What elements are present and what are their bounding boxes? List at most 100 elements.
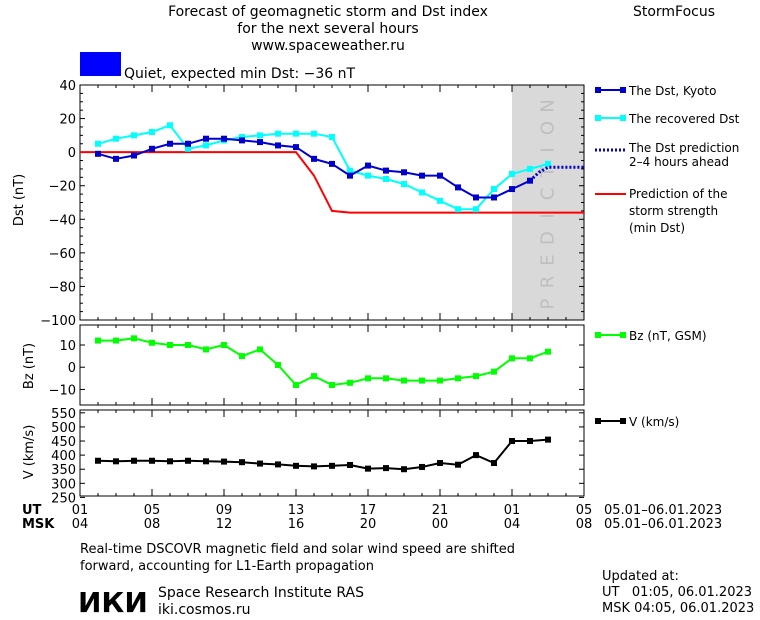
recovered-dst-point (383, 176, 389, 182)
recovered-dst-point (149, 129, 155, 135)
ut-tick-label: 13 (288, 503, 305, 518)
legend-bz: Bz (nT, GSM) (595, 329, 707, 343)
bz-point (401, 377, 407, 384)
ut-tick-label: 17 (360, 503, 377, 518)
chart-title-line-1: Forecast of geomagnetic storm and Dst in… (168, 4, 488, 20)
ut-date-range: 05.01–06.01.2023 (604, 503, 722, 518)
ut-tick-label: 09 (216, 503, 233, 518)
ut-tick-label: 01 (504, 503, 521, 518)
updated-label: Updated at: (602, 569, 679, 584)
dst-kyoto-point (221, 135, 227, 142)
v-point (509, 438, 515, 445)
v-point (275, 461, 281, 468)
v-axis-label: V (km/s) (22, 425, 37, 480)
dst-kyoto-point (329, 160, 335, 167)
recovered-dst-point (401, 181, 407, 188)
legend-storm-strength-line-2: storm strength (629, 204, 718, 218)
y-tick-label: 300 (51, 477, 76, 492)
bz-line (98, 337, 549, 387)
y-tick-label: −40 (49, 213, 76, 228)
msk-tick-label: 20 (360, 517, 377, 532)
v-point (221, 458, 227, 465)
prediction-band-letter: E (538, 254, 559, 265)
site-url: www.spaceweather.ru (251, 38, 405, 54)
v-point (545, 436, 551, 443)
dst-kyoto-point (401, 169, 407, 176)
bz-point (347, 379, 353, 386)
msk-tick-label: 00 (432, 517, 449, 532)
y-tick-label: 400 (51, 449, 76, 464)
updated-ut: UT 01:05, 06.01.2023 (602, 585, 752, 600)
status-text: Quiet, expected min Dst: −36 nT (124, 66, 356, 82)
ut-axis-label: UT (22, 503, 42, 518)
dst-kyoto-point (491, 194, 497, 201)
panel-frame (79, 84, 585, 321)
recovered-dst-point (275, 130, 281, 137)
v-point (167, 458, 173, 465)
recovered-dst-point (509, 170, 515, 177)
recovered-dst-point (473, 206, 479, 213)
recovered-dst-point (419, 189, 425, 196)
dst-kyoto-point (149, 145, 155, 152)
recovered-dst-point (437, 197, 443, 204)
bz-point (527, 355, 533, 362)
prediction-band-letter: R (538, 276, 559, 289)
dst-axis-label: Dst (nT) (12, 174, 27, 226)
recovered-dst-point (131, 132, 137, 139)
brand-name: StormFocus (633, 4, 715, 20)
prediction-band-letter: I (538, 147, 559, 152)
v-point (131, 457, 137, 464)
storm-strength-line (80, 151, 584, 214)
dst-kyoto-point (473, 194, 479, 201)
bz-point (491, 368, 497, 375)
iki-logo: ИКИ (78, 586, 148, 619)
v-point (149, 457, 155, 464)
v-point (437, 460, 443, 467)
v-point (491, 460, 497, 467)
msk-date-range: 05.01–06.01.2023 (604, 517, 722, 532)
propagation-note-line-1: Real-time DSCOVR magnetic field and sola… (80, 542, 515, 557)
bz-point (509, 355, 515, 362)
y-tick-label: 250 (51, 491, 76, 506)
dst-kyoto-line (97, 137, 531, 199)
dst-kyoto-point (239, 137, 245, 144)
recovered-dst-point (527, 165, 533, 172)
y-tick-label: 350 (51, 463, 76, 478)
dst-kyoto-point (455, 184, 461, 191)
bz-point (239, 353, 245, 360)
legend-recovered-dst: The recovered Dst (595, 112, 740, 126)
ut-tick-label: 21 (432, 503, 449, 518)
bz-point (149, 339, 155, 346)
v-point (203, 458, 209, 465)
legend-dst-prediction-line-1: The Dst prediction (628, 141, 739, 155)
v-point (365, 465, 371, 472)
bz-axis-label: Bz (nT) (22, 343, 37, 389)
msk-tick-label: 12 (216, 517, 233, 532)
v-point (383, 465, 389, 472)
v-point (473, 452, 479, 459)
time-tick-labels: 01 05 09 13 17 21 01 05 04 08 12 16 20 00 04 08 (72, 503, 593, 532)
institute-url: iki.cosmos.ru (158, 602, 250, 618)
bz-point (329, 382, 335, 388)
msk-tick-label: 16 (288, 517, 305, 532)
recovered-dst-point (239, 134, 245, 141)
bz-point (221, 342, 227, 348)
recovered-dst-point (185, 145, 191, 152)
ut-tick-label: 05 (576, 503, 593, 518)
recovered-dst-point (365, 172, 371, 179)
v-line (97, 438, 549, 471)
legend-dst-kyoto-label: The Dst, Kyoto (628, 84, 716, 98)
dst-kyoto-point (509, 186, 515, 193)
bz-point (167, 342, 173, 348)
prediction-band-letter: C (538, 188, 559, 201)
bz-point (293, 382, 299, 388)
dst-kyoto-point (293, 144, 299, 151)
bz-point (365, 375, 371, 382)
dst-kyoto-point (131, 152, 137, 159)
v-point (293, 462, 299, 469)
prediction-band-letter: D (538, 231, 559, 245)
bz-point (203, 346, 209, 353)
